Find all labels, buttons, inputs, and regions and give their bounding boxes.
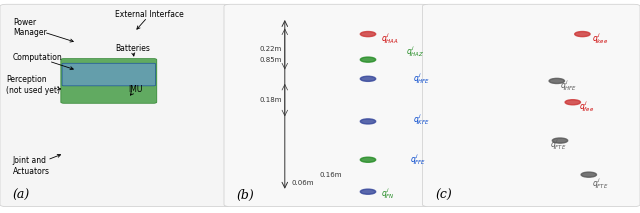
Circle shape [360, 76, 376, 81]
Text: IMU: IMU [128, 85, 142, 95]
FancyBboxPatch shape [422, 4, 640, 207]
FancyBboxPatch shape [224, 4, 429, 207]
Text: 0.18m: 0.18m [259, 97, 282, 103]
Text: $q^i_{KFE}$: $q^i_{KFE}$ [413, 112, 429, 127]
FancyBboxPatch shape [61, 59, 157, 103]
Text: External Interface: External Interface [115, 10, 184, 29]
Text: $q^i_{HFE}$: $q^i_{HFE}$ [560, 78, 577, 93]
Text: Computation: Computation [13, 53, 73, 70]
Text: 0.16m: 0.16m [320, 172, 342, 178]
Circle shape [575, 32, 590, 37]
Text: (c): (c) [435, 189, 452, 202]
Text: 0.22m: 0.22m [259, 46, 282, 52]
Text: Joint and
Actuators: Joint and Actuators [13, 154, 61, 176]
Circle shape [581, 172, 596, 177]
Text: $q^i_{HAA}$: $q^i_{HAA}$ [381, 31, 399, 46]
Circle shape [360, 189, 376, 194]
Text: Power
Manager: Power Manager [13, 18, 73, 42]
Circle shape [565, 100, 580, 105]
Text: Batteries: Batteries [115, 45, 150, 56]
Circle shape [549, 78, 564, 83]
Text: 0.85m: 0.85m [259, 57, 282, 63]
Circle shape [360, 157, 376, 162]
FancyBboxPatch shape [62, 63, 156, 86]
Text: (b): (b) [237, 189, 255, 202]
Text: $q^i_{FTE}$: $q^i_{FTE}$ [592, 176, 609, 191]
Circle shape [360, 57, 376, 62]
Text: $q^i_{FN}$: $q^i_{FN}$ [381, 186, 395, 201]
FancyBboxPatch shape [0, 4, 230, 207]
Text: Perception
(not used yet): Perception (not used yet) [6, 75, 61, 95]
Circle shape [360, 119, 376, 124]
Text: $q^i_{kee}$: $q^i_{kee}$ [592, 31, 608, 46]
Text: $q^i_{fee}$: $q^i_{fee}$ [579, 99, 595, 114]
Text: $q^i_{FFE}$: $q^i_{FFE}$ [410, 152, 426, 167]
Text: $q^i_{HFE}$: $q^i_{HFE}$ [413, 71, 430, 86]
Text: $q^i_{HAZ}$: $q^i_{HAZ}$ [406, 44, 425, 59]
Circle shape [552, 138, 568, 143]
Text: (a): (a) [13, 189, 30, 202]
Circle shape [360, 32, 376, 37]
Text: 0.06m: 0.06m [291, 180, 314, 186]
Text: $q^i_{FTE}$: $q^i_{FTE}$ [550, 137, 567, 152]
